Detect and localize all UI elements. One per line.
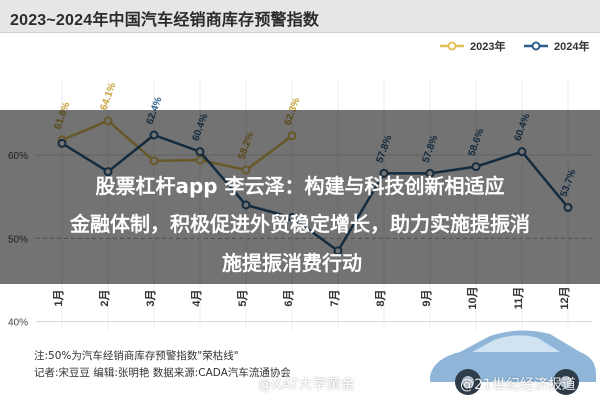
x-tick-label: 7月: [328, 289, 341, 306]
chart-legend: 2023年 2024年: [440, 39, 589, 53]
headline-line-3: 施提振消费行动: [222, 251, 362, 275]
headline-overlay-band-1: [0, 110, 600, 180]
watermark-left: @XAT大学黄金: [258, 377, 355, 393]
x-tick-label: 5月: [236, 289, 249, 306]
x-tick-label: 4月: [190, 289, 203, 306]
x-tick-label: 9月: [420, 289, 433, 306]
x-tick-label: 3月: [144, 289, 157, 306]
headline-overlay-band-2: [0, 180, 600, 226]
x-tick-label: 2月: [98, 289, 111, 306]
x-tick-label: 1月: [52, 289, 65, 306]
x-axis-labels: 1月 2月 3月 4月 5月 6月 7月 8月 9月 10月 11月 12月: [52, 286, 571, 309]
chart-header: 2023~2024年中国汽车经销商库存预警指数: [0, 0, 600, 33]
watermark-right: @21世纪经济报道: [460, 377, 576, 393]
legend-marker: [531, 41, 541, 51]
note-line-2: 记者:宋豆豆 编辑:张明艳 数据来源:CADA汽车流通协会: [34, 367, 291, 379]
car-illustration: [430, 330, 596, 395]
x-tick-label: 12月: [558, 286, 571, 309]
legend-label: 2024年: [554, 39, 589, 53]
headline-overlay-band-3: [0, 226, 600, 284]
x-tick-label: 8月: [374, 289, 387, 306]
note-line-1: 注:50%为汽车经销商库存预警指数"荣枯线": [34, 350, 239, 362]
x-tick-label: 11月: [512, 287, 525, 310]
legend-label: 2023年: [470, 39, 505, 53]
y-tick-label: 40%: [8, 318, 28, 329]
data-label: 64.1%: [98, 81, 118, 112]
legend-marker: [447, 41, 457, 51]
chart-title: 2023~2024年中国汽车经销商库存预警指数: [10, 12, 320, 29]
chart-notes: 注:50%为汽车经销商库存预警指数"荣枯线" 记者:宋豆豆 编辑:张明艳 数据来…: [34, 348, 291, 382]
x-tick-label: 6月: [282, 289, 295, 306]
headline-line-2: 金融体制，积极促进外贸稳定增长，助力实施提振消: [70, 212, 530, 236]
x-tick-label: 10月: [466, 286, 479, 309]
headline-line-1: 股票杠杆app 李云泽：构建与科技创新相适应: [95, 174, 505, 198]
